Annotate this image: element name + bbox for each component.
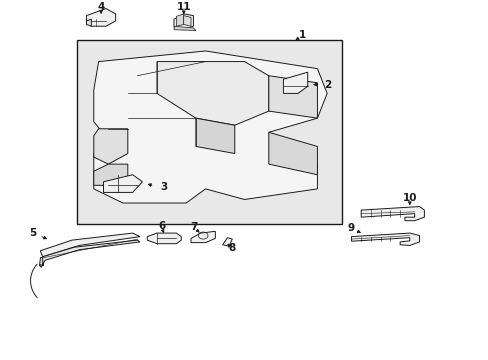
Polygon shape [86, 19, 91, 26]
Text: 4: 4 [97, 2, 104, 12]
Polygon shape [222, 238, 232, 246]
Text: 3: 3 [161, 182, 167, 192]
Polygon shape [157, 62, 268, 125]
Polygon shape [361, 207, 424, 221]
Polygon shape [268, 76, 317, 118]
Polygon shape [94, 51, 326, 203]
Text: 10: 10 [402, 193, 416, 203]
Text: 11: 11 [176, 2, 191, 12]
Polygon shape [174, 26, 196, 31]
Polygon shape [94, 129, 127, 164]
Polygon shape [39, 257, 42, 265]
Bar [77, 40, 341, 224]
Polygon shape [351, 233, 419, 246]
Polygon shape [174, 14, 193, 30]
Polygon shape [39, 240, 140, 267]
Text: 9: 9 [347, 224, 354, 234]
Polygon shape [86, 9, 116, 26]
Polygon shape [176, 14, 183, 26]
Polygon shape [147, 233, 181, 244]
Polygon shape [40, 233, 140, 257]
Polygon shape [183, 15, 191, 26]
Polygon shape [103, 175, 142, 192]
Polygon shape [191, 231, 215, 243]
Text: 6: 6 [158, 221, 165, 231]
Text: 5: 5 [29, 228, 37, 238]
Polygon shape [283, 72, 307, 93]
Polygon shape [196, 118, 234, 153]
Text: 2: 2 [324, 80, 331, 90]
Text: 1: 1 [299, 30, 306, 40]
Polygon shape [94, 164, 127, 185]
Polygon shape [268, 132, 317, 175]
Text: 7: 7 [189, 222, 197, 232]
Text: 8: 8 [228, 243, 236, 253]
